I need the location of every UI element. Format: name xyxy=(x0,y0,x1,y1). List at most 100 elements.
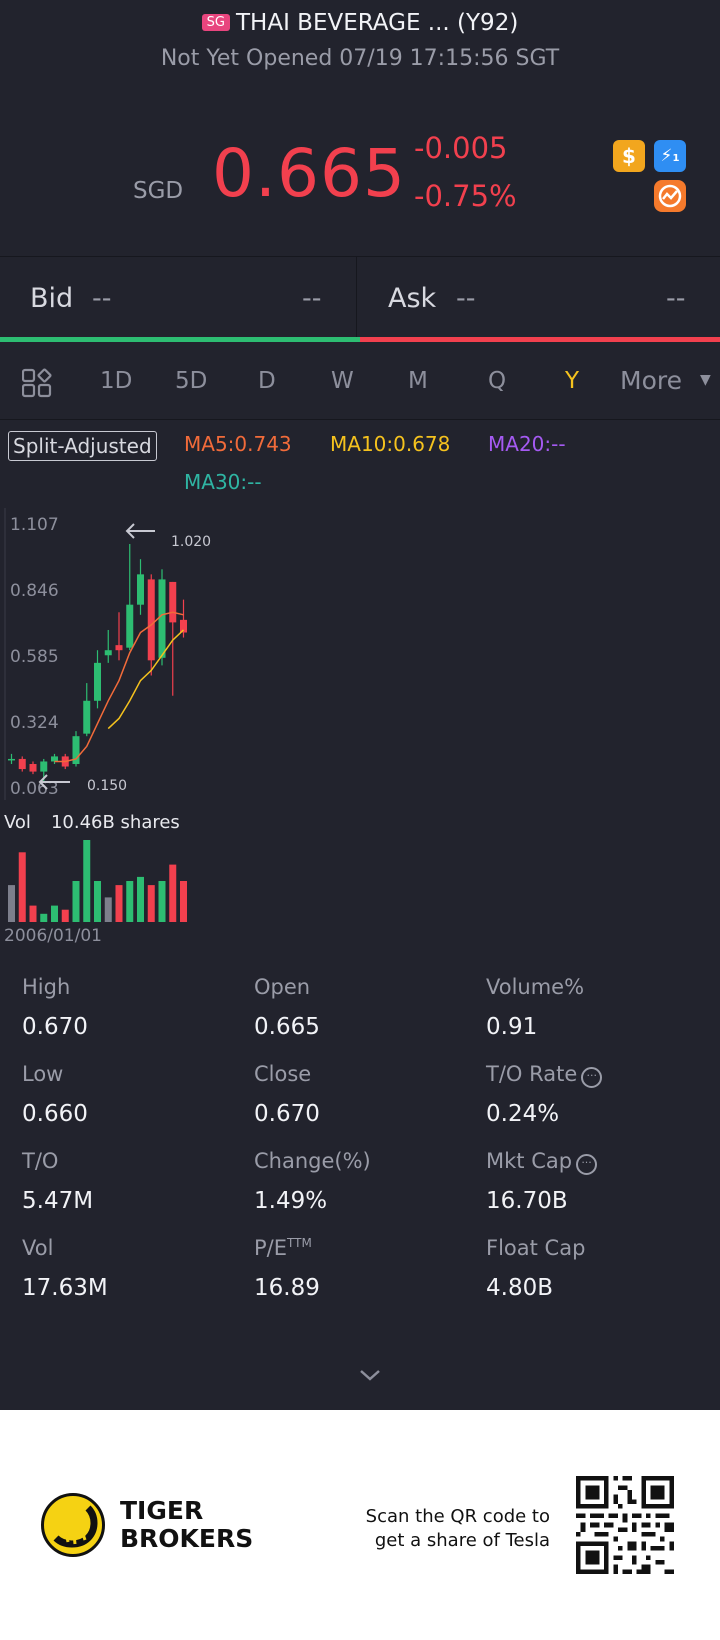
stat-market-cap: Mkt Cap ··· 16.70B xyxy=(486,1149,706,1229)
stat-value: 0.665 xyxy=(254,1014,320,1040)
price-change: -0.005 xyxy=(414,131,508,165)
volume-bar xyxy=(104,897,112,922)
candle-body xyxy=(115,645,123,651)
dollar-icon[interactable]: $ xyxy=(613,140,645,172)
stat-label: Volume% xyxy=(486,975,585,999)
ask-label: Ask xyxy=(388,283,437,314)
bid-label: Bid xyxy=(30,283,74,314)
ttm-superscript: TTM xyxy=(287,1236,312,1250)
candle xyxy=(29,761,37,775)
tab-w[interactable]: W xyxy=(331,368,354,394)
stat-vol: Vol 17.63M xyxy=(22,1236,242,1316)
tab-q[interactable]: Q xyxy=(488,368,507,394)
candle-body xyxy=(8,758,15,761)
volume-bar xyxy=(72,881,80,922)
volume-bar xyxy=(169,864,177,922)
y-tick-label: 0.324 xyxy=(10,713,59,733)
stat-value: 16.70B xyxy=(486,1188,568,1214)
stock-title: THAI BEVERAGE ... (Y92) xyxy=(236,10,519,36)
stat-value: 0.670 xyxy=(22,1014,88,1040)
indicator-row: Split-Adjusted MA5:0.743 MA10:0.678 MA20… xyxy=(0,428,720,498)
candle-body xyxy=(104,650,112,656)
volume-bar xyxy=(158,881,166,922)
candle xyxy=(8,753,15,764)
currency-label: SGD xyxy=(133,178,184,204)
candle-body xyxy=(137,574,144,605)
chart-icon[interactable] xyxy=(654,180,686,212)
tab-y[interactable]: Y xyxy=(565,368,580,394)
stat-label: High xyxy=(22,975,71,999)
stat-value: 5.47M xyxy=(22,1188,94,1214)
y-tick-label: 0.846 xyxy=(10,581,59,601)
flash-icon[interactable]: ⚡1 xyxy=(654,140,686,172)
stat-label: Mkt Cap xyxy=(486,1149,573,1173)
price-change-percent: -0.75% xyxy=(414,179,517,213)
promo-footer: TIGER BROKERS Scan the QR code to get a … xyxy=(0,1410,720,1640)
candle xyxy=(94,650,101,709)
stat-high: High 0.670 xyxy=(22,975,242,1055)
more-info-icon[interactable]: ··· xyxy=(581,1067,603,1088)
stat-label: T/O Rate xyxy=(486,1062,578,1086)
candle-body xyxy=(18,758,26,770)
stat-value: 4.80B xyxy=(486,1275,553,1301)
volume-bar xyxy=(8,885,15,922)
volume-value: 10.46B shares xyxy=(50,812,180,833)
candlestick-chart[interactable]: 1.107 0.846 0.585 0.324 0.063 1.020 0.15… xyxy=(0,500,720,810)
stat-change-pct: Change(%) 1.49% xyxy=(254,1149,474,1229)
volume-chart[interactable] xyxy=(0,836,720,924)
qr-code-icon[interactable] xyxy=(576,1476,674,1574)
ask-section[interactable]: Ask -- -- xyxy=(358,257,720,337)
candle xyxy=(180,599,187,638)
stat-label: Change(%) xyxy=(254,1149,371,1173)
candle xyxy=(51,753,58,764)
candle-body xyxy=(126,604,134,648)
volume-label: Vol xyxy=(4,812,31,833)
candle xyxy=(137,559,144,615)
bid-volume-bar xyxy=(0,337,360,342)
stat-turnover: T/O 5.47M xyxy=(22,1149,242,1229)
more-info-icon[interactable]: ··· xyxy=(576,1154,598,1175)
stat-value: 0.660 xyxy=(22,1101,88,1127)
ma10-line xyxy=(107,629,185,730)
candle-body xyxy=(180,619,187,633)
split-adjusted-toggle[interactable]: Split-Adjusted xyxy=(8,431,157,461)
bid-size: -- xyxy=(302,283,322,314)
tab-1d[interactable]: 1D xyxy=(100,368,133,394)
candle xyxy=(126,544,134,651)
candle xyxy=(83,683,91,737)
low-arrow-icon xyxy=(38,774,70,790)
ma30-value: MA30:-- xyxy=(184,470,262,494)
tab-d[interactable]: D xyxy=(258,368,276,394)
market-flag-badge: SG xyxy=(201,14,230,31)
volume-bar xyxy=(180,881,187,922)
stock-title-row[interactable]: SG THAI BEVERAGE ... (Y92) xyxy=(0,10,720,36)
candle-body xyxy=(29,764,37,772)
stat-value: 0.24% xyxy=(486,1101,560,1127)
volume-bar xyxy=(18,852,26,922)
chevron-down-icon[interactable] xyxy=(355,1365,385,1385)
stat-volume-pct: Volume% 0.91 xyxy=(486,975,706,1055)
volume-bar xyxy=(83,840,91,922)
stat-value: 0.670 xyxy=(254,1101,320,1127)
volume-bar xyxy=(61,909,69,922)
candle xyxy=(158,569,166,666)
high-annotation: 1.020 xyxy=(171,534,211,550)
stat-float-cap: Float Cap 4.80B xyxy=(486,1236,706,1316)
more-periods-button[interactable]: More xyxy=(620,366,682,395)
bid-section[interactable]: Bid -- -- xyxy=(0,257,357,337)
brand-name-line1: TIGER xyxy=(120,1496,204,1525)
stat-close: Close 0.670 xyxy=(254,1062,474,1142)
stat-label: Float Cap xyxy=(486,1236,586,1260)
stat-label: T/O xyxy=(22,1149,59,1173)
caret-down-icon[interactable]: ▼ xyxy=(700,372,711,388)
layout-grid-icon[interactable] xyxy=(22,368,52,398)
tab-m[interactable]: M xyxy=(408,368,428,394)
volume-bar xyxy=(51,905,58,922)
stat-label: Vol xyxy=(22,1236,54,1260)
y-tick-label: 0.063 xyxy=(10,779,59,799)
ma10-value: MA10:0.678 xyxy=(330,432,451,456)
qr-caption-line2: get a share of Tesla xyxy=(374,1530,550,1551)
qr-caption-line1: Scan the QR code to xyxy=(365,1506,550,1527)
ask-size: -- xyxy=(666,283,686,314)
tab-5d[interactable]: 5D xyxy=(175,368,208,394)
